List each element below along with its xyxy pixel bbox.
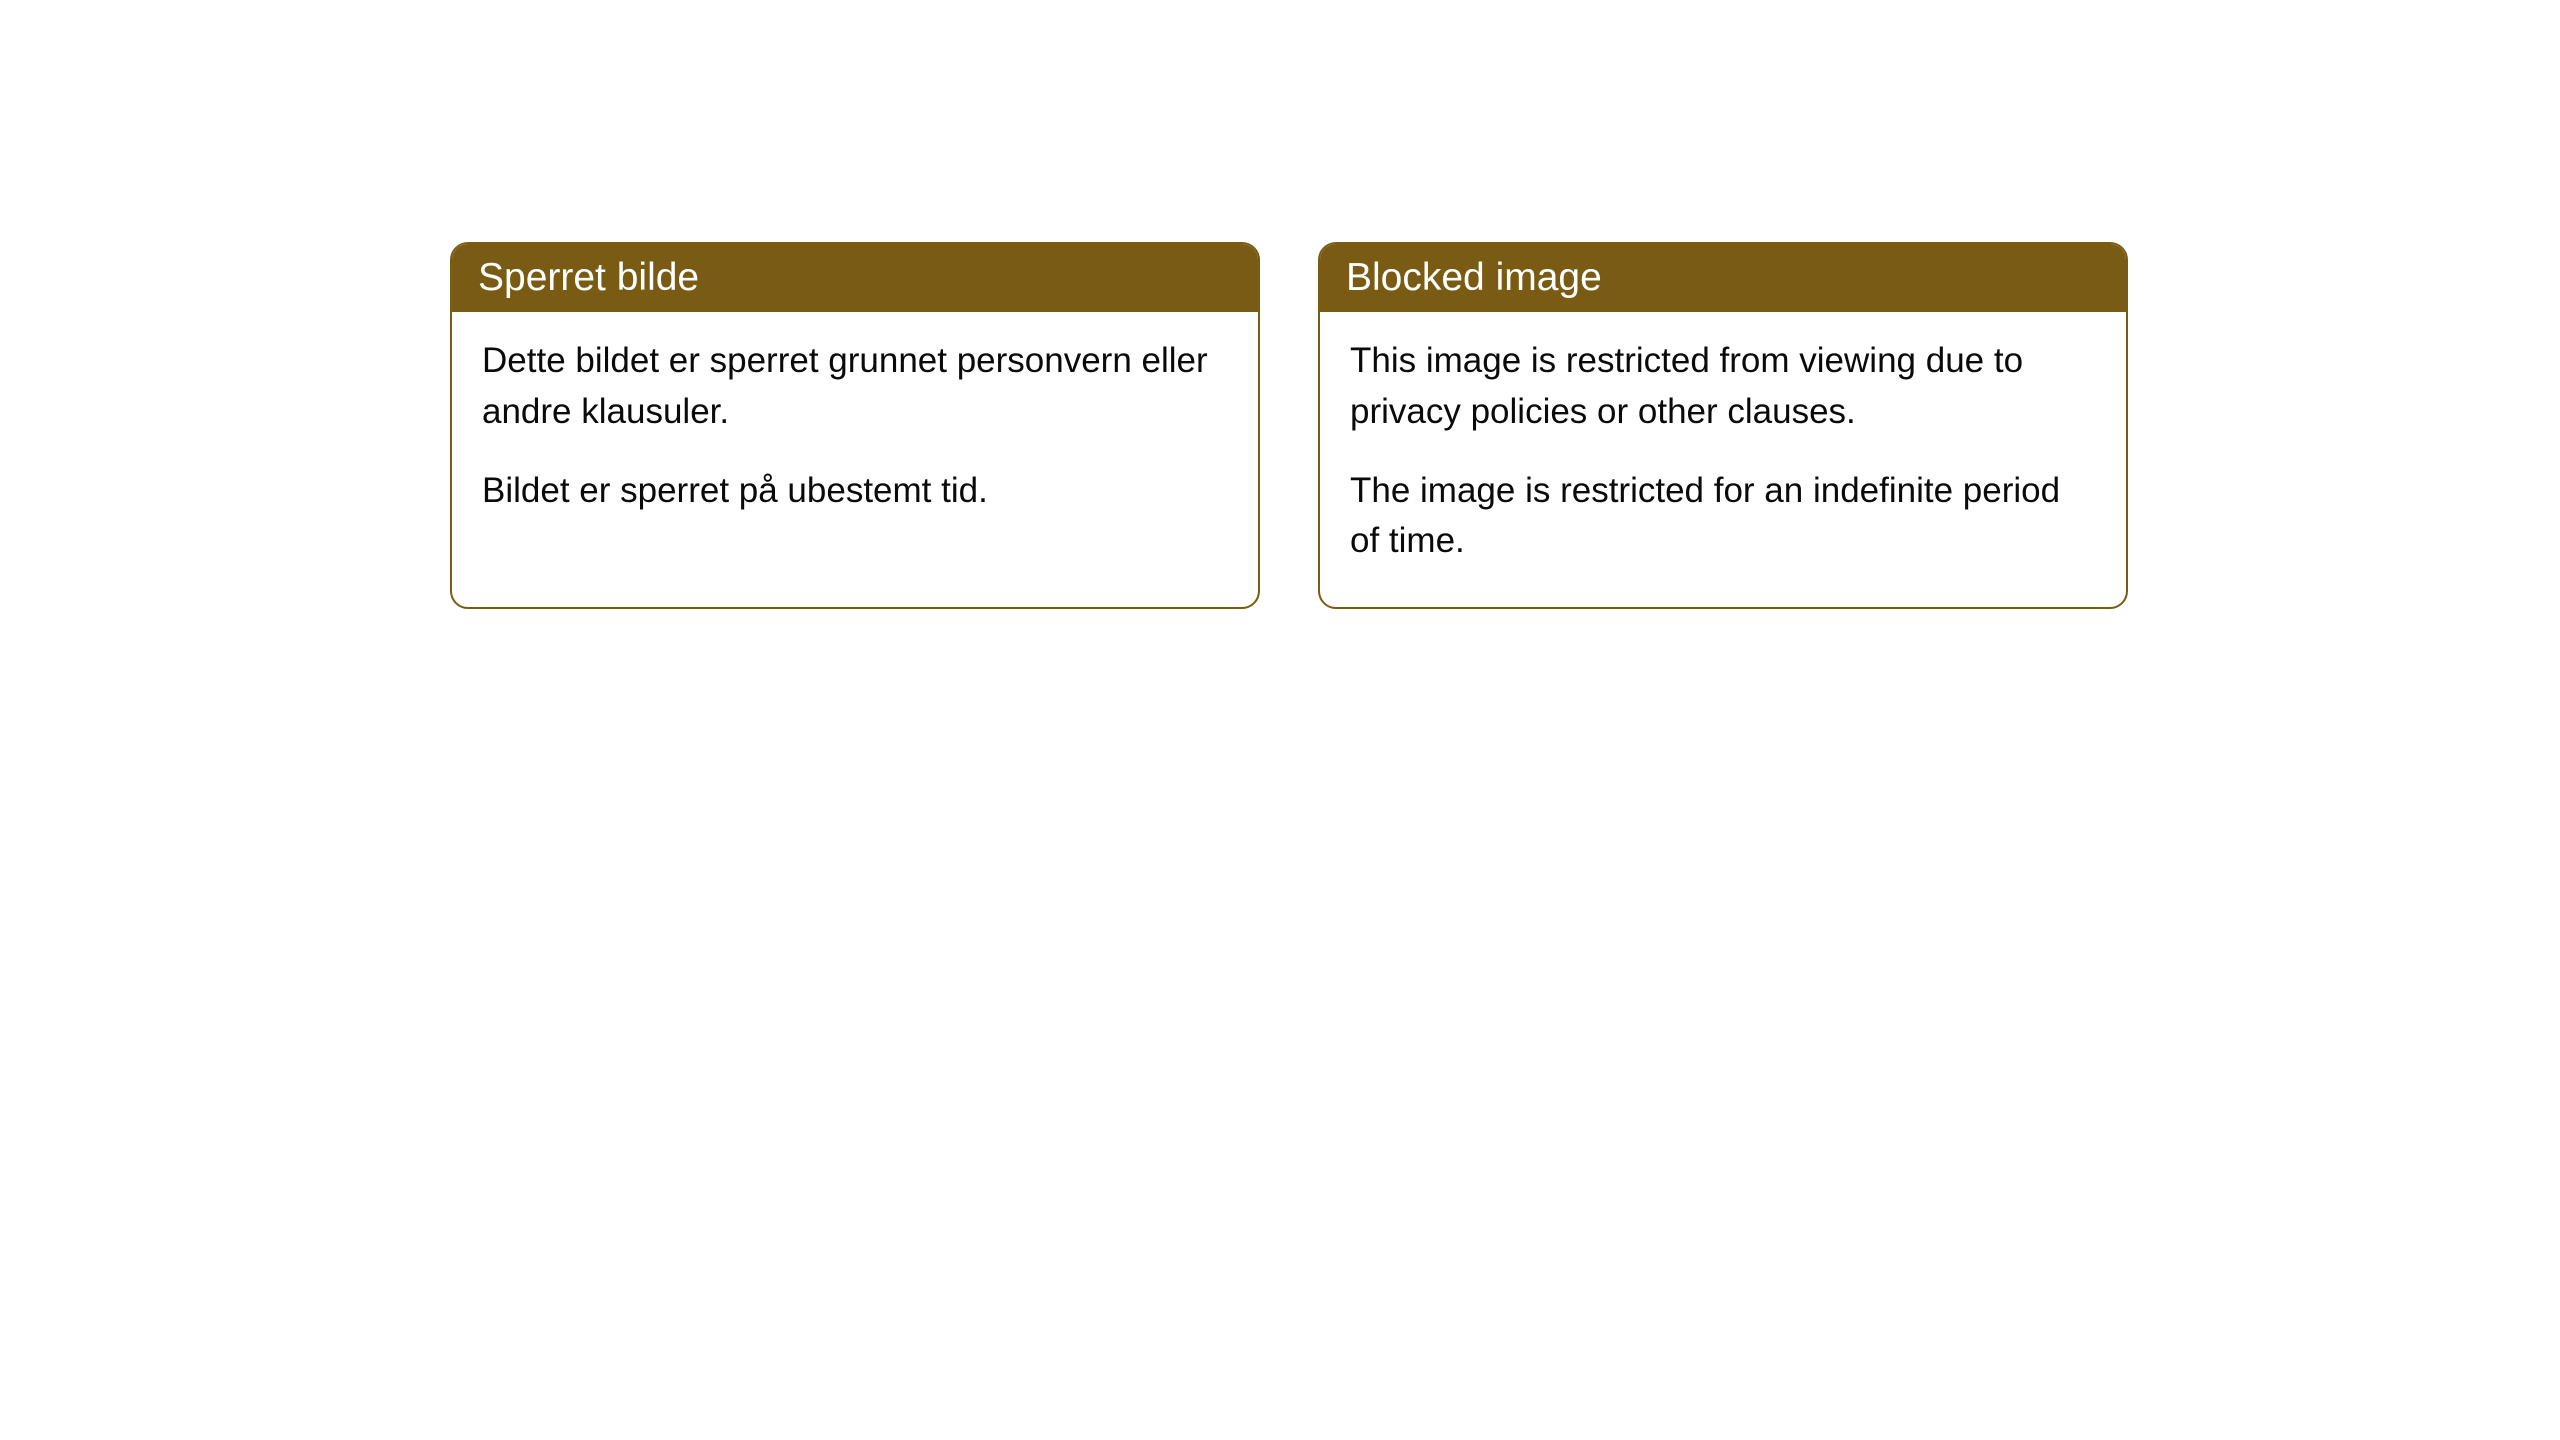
card-text-no-1: Dette bildet er sperret grunnet personve… bbox=[482, 336, 1228, 438]
card-text-en-1: This image is restricted from viewing du… bbox=[1350, 336, 2096, 438]
card-text-no-2: Bildet er sperret på ubestemt tid. bbox=[482, 466, 1228, 517]
card-body-en: This image is restricted from viewing du… bbox=[1320, 312, 2126, 607]
blocked-image-card-en: Blocked image This image is restricted f… bbox=[1318, 242, 2128, 609]
notice-cards-container: Sperret bilde Dette bildet er sperret gr… bbox=[450, 242, 2128, 609]
card-text-en-2: The image is restricted for an indefinit… bbox=[1350, 466, 2096, 568]
blocked-image-card-no: Sperret bilde Dette bildet er sperret gr… bbox=[450, 242, 1260, 609]
card-body-no: Dette bildet er sperret grunnet personve… bbox=[452, 312, 1258, 556]
card-header-en: Blocked image bbox=[1320, 244, 2126, 312]
card-header-no: Sperret bilde bbox=[452, 244, 1258, 312]
